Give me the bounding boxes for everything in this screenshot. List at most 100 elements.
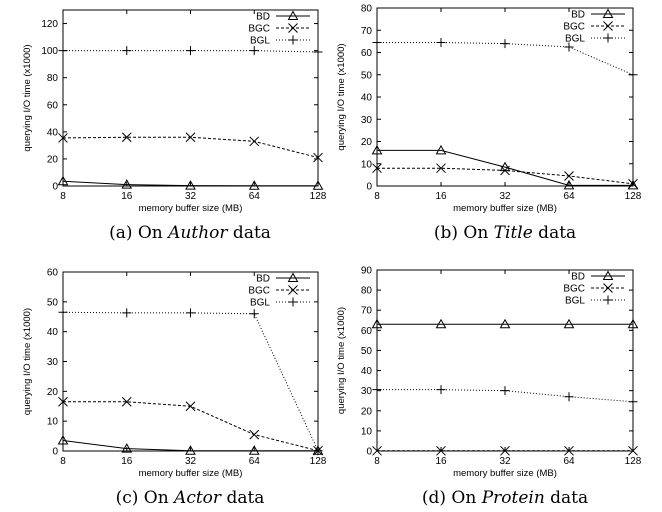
data-point-bd <box>312 180 324 190</box>
caption-dataset: Author <box>166 223 228 243</box>
data-point-bgc <box>564 445 574 456</box>
data-point-bgl <box>58 307 68 317</box>
data-point-bgc <box>185 132 196 143</box>
y-tick-label: 0 <box>52 182 58 193</box>
data-point-bgl <box>436 385 446 395</box>
y-tick-label: 40 <box>361 93 373 104</box>
y-tick-label: 30 <box>47 357 59 368</box>
legend-marker-bd <box>287 10 299 20</box>
x-tick-label: 64 <box>563 456 575 467</box>
y-tick-label: 50 <box>361 346 373 357</box>
data-point-bd <box>57 435 69 445</box>
plot-frame <box>376 269 634 452</box>
y-tick-label: 10 <box>361 159 373 170</box>
panel-caption: (b) On Title data <box>434 223 576 243</box>
data-point-bgc <box>121 132 132 143</box>
y-tick-label: 40 <box>47 327 59 338</box>
legend-marker-bgl <box>603 33 613 43</box>
data-point-bgc <box>58 133 68 143</box>
data-point-bgc <box>58 396 68 407</box>
data-point-bgl <box>500 386 510 396</box>
y-tick-label: 20 <box>47 387 59 398</box>
caption-prefix: (a) On <box>109 223 168 243</box>
chart-panel-a: 0 20 40 60 80 100 120 8 16 32 64 128 memory buffer s… <box>22 9 327 243</box>
data-point-bgl <box>186 308 195 318</box>
data-point-bd <box>563 179 575 190</box>
legend-label-bd: BD <box>571 272 585 283</box>
data-point-bgc <box>628 445 638 456</box>
y-tick-label: 80 <box>47 73 59 84</box>
y-tick-label: 20 <box>361 406 373 417</box>
legend-marker-bgc <box>288 23 298 33</box>
chart-panel-c: 0 10 20 30 40 50 60 8 16 32 64 128 memory buffer siz… <box>22 268 327 509</box>
y-tick-label: 30 <box>361 386 373 397</box>
caption-suffix: data <box>221 488 264 508</box>
data-point-bgc <box>249 136 260 147</box>
x-tick-label: 64 <box>563 191 575 202</box>
y-tick-label: 50 <box>47 297 59 308</box>
caption-suffix: data <box>228 223 271 243</box>
legend-marker-bgl <box>288 35 298 45</box>
caption-prefix: (d) On <box>422 488 482 508</box>
x-tick-label: 64 <box>249 191 261 202</box>
y-tick-label: 120 <box>41 19 58 30</box>
y-axis-label: querying I/O time (x1000) <box>336 43 347 150</box>
x-tick-label: 16 <box>435 456 447 467</box>
data-point-bgc <box>372 163 382 174</box>
y-tick-label: 0 <box>366 447 372 458</box>
series-line-bd <box>62 440 318 452</box>
y-tick-label: 40 <box>47 127 59 138</box>
data-point-bgl <box>564 392 574 402</box>
x-tick-label: 64 <box>249 456 261 467</box>
data-point-bgc <box>313 152 323 163</box>
data-point-bgl <box>122 308 132 318</box>
x-tick-label: 32 <box>499 456 511 467</box>
x-tick-label: 128 <box>625 191 642 202</box>
data-point-bgc <box>436 163 446 174</box>
y-tick-label: 60 <box>47 268 59 279</box>
legend-marker-bd <box>602 8 614 18</box>
x-tick-label: 16 <box>121 456 133 467</box>
panel-caption: (d) On Protein data <box>422 488 588 508</box>
x-tick-label: 128 <box>625 456 642 467</box>
legend-label-bgl: BGL <box>250 298 270 309</box>
data-point-bd <box>627 179 639 190</box>
legend-marker-bgc <box>603 283 613 293</box>
data-point-bd <box>57 175 69 186</box>
data-point-bd <box>248 445 260 455</box>
series-line-bgl <box>377 389 634 403</box>
x-tick-label: 128 <box>310 191 327 202</box>
data-point-bgc <box>500 165 510 176</box>
y-tick-label: 80 <box>361 4 373 15</box>
data-point-bd <box>121 179 133 189</box>
y-tick-label: 70 <box>361 306 373 317</box>
y-tick-label: 60 <box>361 326 373 337</box>
data-point-bgc <box>372 445 382 456</box>
legend-label-bgc: BGC <box>248 24 270 35</box>
y-tick-label: 30 <box>361 115 373 126</box>
caption-prefix: (c) On <box>116 488 174 508</box>
data-point-bgl <box>186 46 195 56</box>
y-tick-label: 90 <box>361 266 373 277</box>
series-line-bgl <box>63 50 319 53</box>
data-point-bgc <box>185 401 196 412</box>
plot-frame <box>62 271 319 452</box>
data-point-bd <box>371 318 383 329</box>
caption-dataset: Title <box>494 223 533 243</box>
y-axis-label: querying I/O time (x1000) <box>22 44 33 151</box>
legend-label-bgc: BGC <box>563 284 585 295</box>
data-point-bd <box>435 318 447 329</box>
data-point-bgl <box>249 46 259 56</box>
legend-marker-bgl <box>603 295 613 305</box>
y-tick-label: 20 <box>361 137 373 148</box>
x-tick-label: 8 <box>374 456 380 467</box>
y-tick-label: 40 <box>361 366 373 377</box>
data-point-bd <box>121 443 133 453</box>
data-point-bgl <box>564 42 574 52</box>
series-line-bgc <box>63 401 319 452</box>
x-axis-label: memory buffer size (MB) <box>139 468 243 479</box>
data-point-bgc <box>249 429 260 440</box>
x-tick-label: 32 <box>185 191 197 202</box>
x-axis-label: memory buffer size (MB) <box>453 468 557 479</box>
